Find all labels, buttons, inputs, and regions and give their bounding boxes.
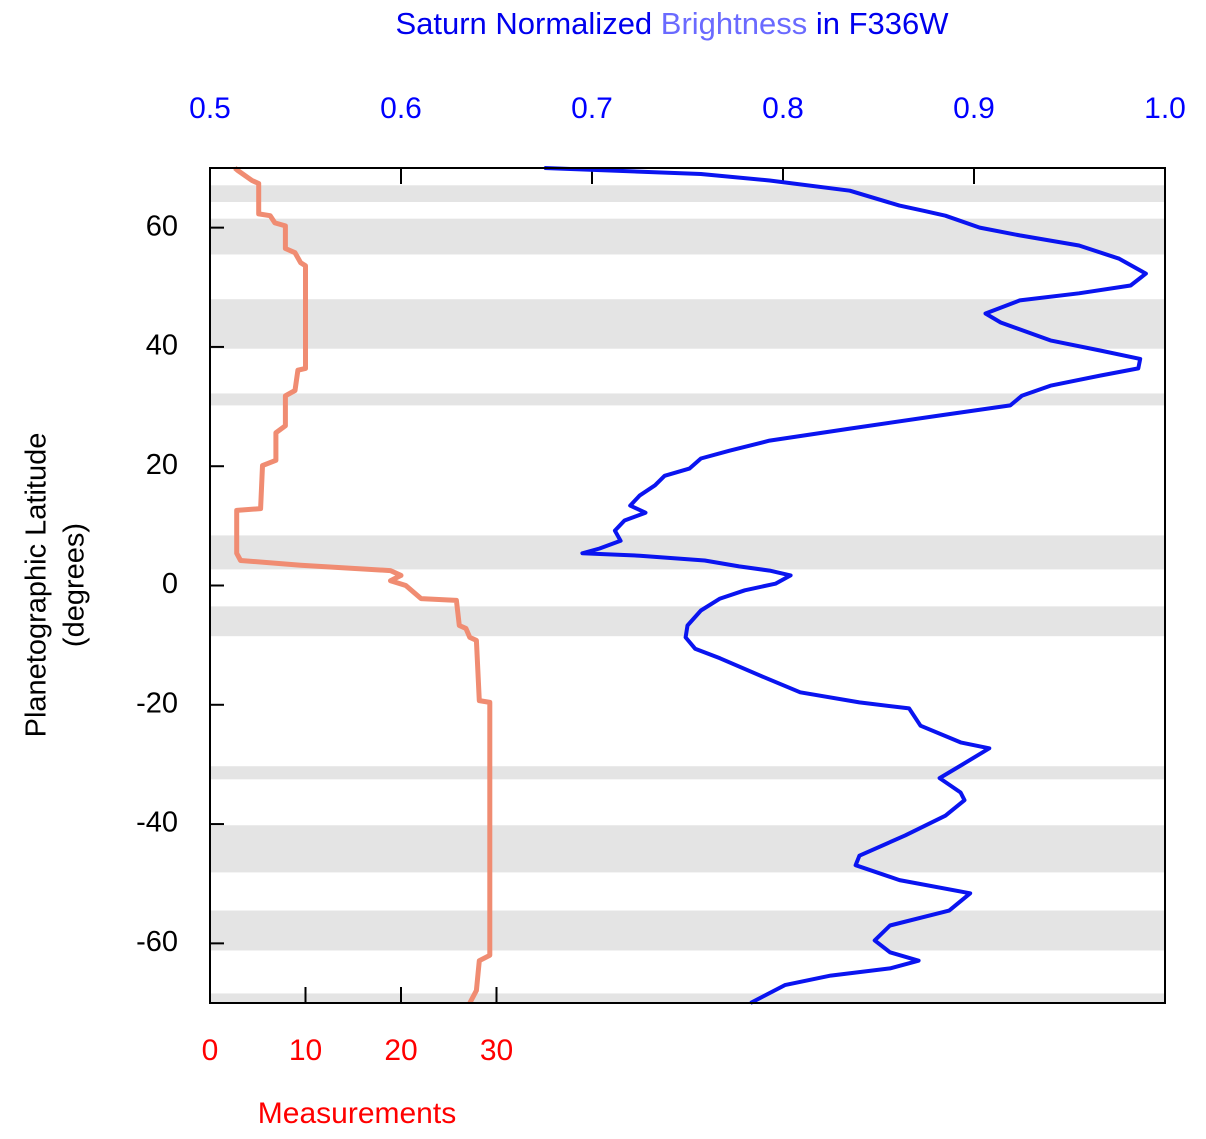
title-segment: Saturn Normalized [395,6,660,41]
latitude-band [210,910,1165,951]
y-axis-label: (degrees) [59,523,91,647]
x-tick-label: 0.6 [380,92,422,125]
title-segment: Brightness [661,6,807,41]
y-tick-label: -60 [136,926,178,958]
latitude-band [210,766,1165,780]
y-tick-label: -40 [136,807,178,839]
latitude-band [210,535,1165,570]
y-axis-label: Planetographic Latitude [21,433,53,738]
y-tick-label: -20 [136,687,178,719]
y-tick-label: 40 [146,330,178,362]
title-segment: in F336W [807,6,949,41]
y-tick-label: 60 [146,210,178,242]
x2-tick-label: 30 [480,1034,513,1067]
x2-tick-label: 20 [384,1034,417,1067]
y-tick-label: 20 [146,449,178,481]
series-line [233,166,493,1005]
x-tick-label: 1.0 [1144,92,1186,125]
x2-tick-label: 10 [289,1034,322,1067]
chart-title: Saturn Normalized Brightness in F336W [395,6,949,41]
series-line [544,166,1148,1005]
x-tick-label: 0.9 [953,92,995,125]
x-tick-label: 0.5 [189,92,231,125]
plot-frame [209,167,1166,1004]
latitude-band [210,218,1165,255]
y-tick-label: 0 [162,568,178,600]
x2-axis-label: Measurements [258,1097,456,1130]
latitude-band [210,299,1165,349]
x-tick-label: 0.8 [762,92,804,125]
latitude-band [210,993,1165,1003]
x-tick-label: 0.7 [571,92,613,125]
latitude-band [210,825,1165,873]
latitude-band [210,185,1165,202]
latitude-band [210,393,1165,406]
x2-tick-label: 0 [202,1034,219,1067]
